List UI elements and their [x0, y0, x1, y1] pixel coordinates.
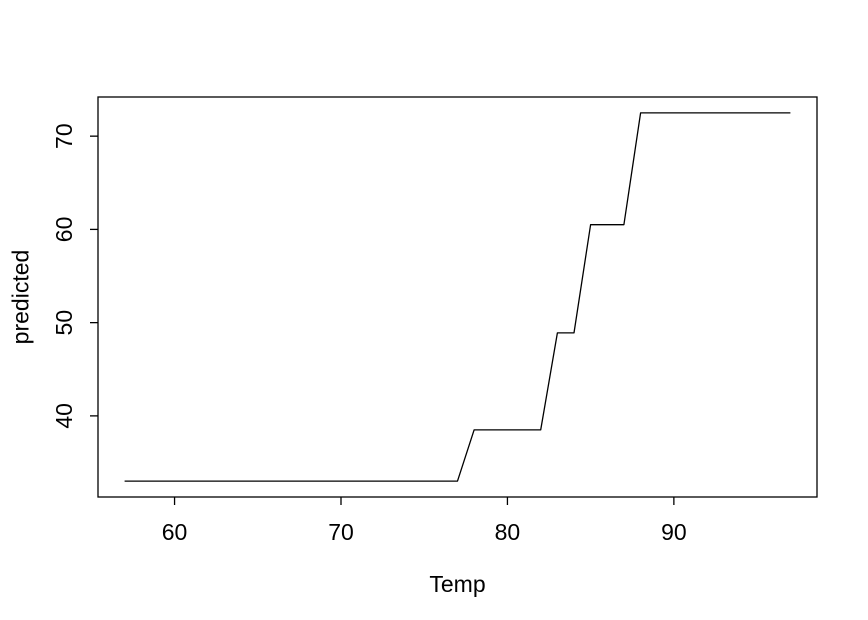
x-tick-label: 70 — [328, 519, 354, 545]
x-tick-label: 60 — [162, 519, 188, 545]
x-axis-label: Temp — [429, 571, 486, 597]
plot-frame — [97, 96, 818, 498]
y-tick-label: 70 — [51, 123, 77, 149]
y-axis-label: predicted — [7, 249, 34, 345]
y-tick-label: 60 — [51, 217, 77, 243]
prediction-step-line — [124, 112, 791, 482]
y-tick-label: 50 — [51, 310, 77, 336]
y-tick-label: 40 — [51, 403, 77, 429]
x-tick-label: 90 — [661, 519, 687, 545]
x-tick-label: 80 — [495, 519, 521, 545]
